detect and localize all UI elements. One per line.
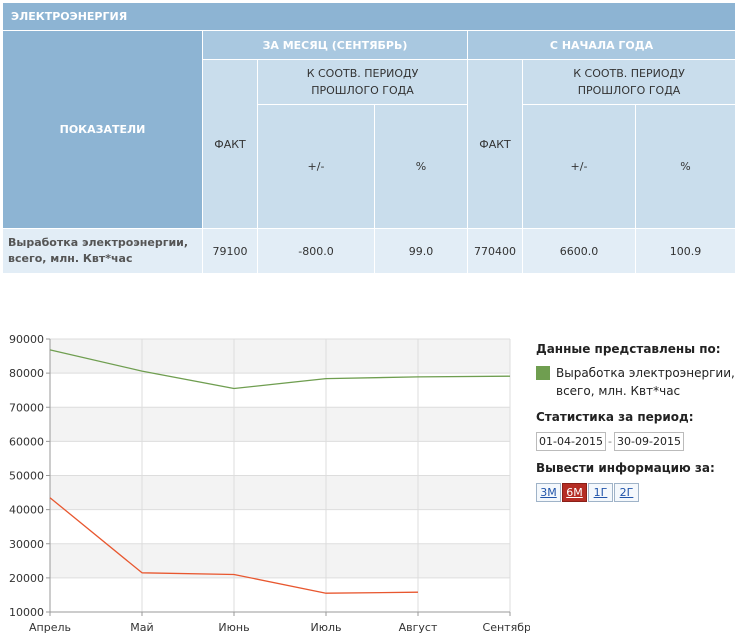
month-group-header: ЗА МЕСЯЦ (СЕНТЯБРЬ) (202, 30, 468, 60)
month-compare-line2: ПРОШЛОГО ГОДА (311, 84, 414, 97)
ytd-fact-header: ФАКТ (467, 59, 523, 229)
legend-panel: Данные представлены по: Выработка электр… (536, 338, 736, 502)
row-month-percent: 99.0 (374, 228, 468, 274)
month-fact-header: ФАКТ (202, 59, 258, 229)
date-separator: - (608, 435, 612, 448)
table-row: Выработка электроэнергии, всего, млн. Кв… (2, 228, 737, 274)
y-tick-label: 30000 (9, 538, 44, 551)
month-compare-header: К СООТВ. ПЕРИОДУ ПРОШЛОГО ГОДА (257, 59, 468, 105)
row-month-fact: 79100 (202, 228, 258, 274)
legend-swatch (536, 366, 550, 380)
period-button-3m[interactable]: 3М (536, 483, 561, 502)
month-diff-header: +/- (257, 104, 375, 229)
period-buttons: 3М 6М 1Г 2Г (536, 483, 736, 502)
ytd-compare-header: К СООТВ. ПЕРИОДУ ПРОШЛОГО ГОДА (521, 59, 737, 105)
y-tick-label: 80000 (9, 367, 44, 380)
period-button-6m[interactable]: 6М (562, 483, 587, 502)
ytd-group-header: С НАЧАЛА ГОДА (466, 30, 737, 60)
y-tick-label: 50000 (9, 470, 44, 483)
row-ytd-percent: 100.9 (634, 228, 737, 274)
y-tick-label: 90000 (9, 333, 44, 346)
x-tick-label: Апрель (29, 621, 71, 634)
row-ytd-fact: 770400 (467, 228, 523, 274)
row-month-diff: -800.0 (257, 228, 375, 274)
plot-band (50, 577, 510, 612)
x-tick-label: Май (130, 621, 153, 634)
ytd-percent-header: % (634, 104, 737, 229)
legend-series-name: Выработка электроэнергии, всего, млн. Кв… (556, 366, 735, 398)
month-compare-line1: К СООТВ. ПЕРИОДУ (306, 67, 419, 80)
period-button-1y[interactable]: 1Г (588, 483, 613, 502)
x-tick-label: Август (399, 621, 438, 634)
indicators-table: ЭЛЕКТРОЭНЕРГИЯ ПОКАЗАТЕЛИ ЗА МЕСЯЦ (СЕНТ… (1, 2, 737, 274)
ytd-diff-header: +/- (522, 104, 636, 229)
y-tick-label: 70000 (9, 401, 44, 414)
period-button-2y[interactable]: 2Г (614, 483, 639, 502)
y-tick-label: 60000 (9, 435, 44, 448)
date-to-input[interactable]: 30-09-2015 (614, 432, 684, 451)
month-percent-header: % (374, 104, 468, 229)
plot-band (50, 339, 510, 374)
ytd-compare-line1: К СООТВ. ПЕРИОДУ (573, 67, 685, 80)
line-chart: 10000 20000 30000 40000 50000 60000 70000 80000… (9, 333, 530, 634)
date-from-input[interactable]: 01-04-2015 (536, 432, 606, 451)
ytd-compare-line2: ПРОШЛОГО ГОДА (577, 84, 681, 97)
x-tick-label: Июнь (218, 621, 249, 634)
series-line-0 (49, 349, 511, 390)
plot-band (50, 407, 510, 442)
plot-band (50, 543, 510, 578)
x-tick-label: Сентябрь (483, 621, 530, 634)
legend-item: Выработка электроэнергии, всего, млн. Кв… (536, 364, 736, 400)
y-tick-label: 20000 (9, 572, 44, 585)
row-name-line2: всего, млн. Квт*час (8, 252, 133, 265)
row-ytd-diff: 6600.0 (522, 228, 636, 274)
row-name-line1: Выработка электроэнергии, (8, 236, 189, 249)
y-tick-label: 40000 (9, 504, 44, 517)
legend-heading: Данные представлены по: (536, 342, 721, 356)
y-tick-label: 10000 (9, 606, 44, 619)
table-title: ЭЛЕКТРОЭНЕРГИЯ (1, 2, 737, 31)
indicators-header: ПОКАЗАТЕЛИ (2, 30, 203, 229)
plot-band (50, 441, 510, 476)
plot-band (50, 509, 510, 544)
plot-band (50, 475, 510, 510)
plot-band (50, 373, 510, 408)
period-range: 01-04-2015-30-09-2015 (536, 432, 736, 452)
series-line-1 (49, 497, 419, 594)
x-tick-label: Июль (310, 621, 341, 634)
output-heading: Вывести информацию за: (536, 461, 715, 475)
row-indicator-name: Выработка электроэнергии, всего, млн. Кв… (2, 228, 203, 274)
period-heading: Статистика за период: (536, 410, 694, 424)
